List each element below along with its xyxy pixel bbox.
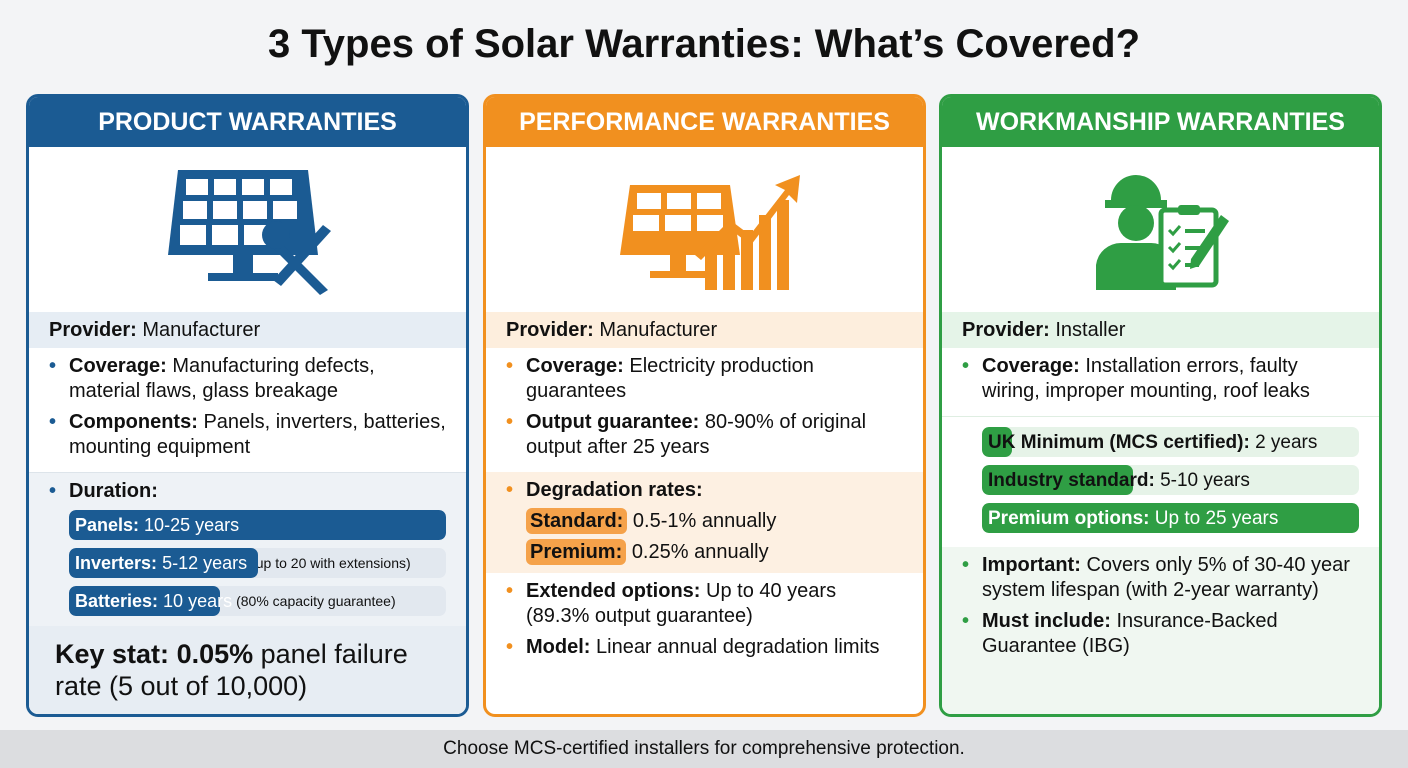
bar-value: 10-25 years — [144, 514, 240, 535]
components-label: Components: — [69, 411, 198, 433]
rate-premium: Premium: 0.25% annually — [526, 539, 903, 565]
bar-text: Premium options: Up to 25 years — [988, 506, 1278, 531]
duration-label: Duration: — [69, 480, 158, 502]
bar-text: UK Minimum (MCS certified): 2 years — [988, 430, 1317, 455]
provider-value: Manufacturer — [599, 318, 718, 341]
bar-note: (up to 20 with extensions) — [251, 554, 411, 571]
bar-fill — [982, 427, 1013, 457]
bar-label: Inverters: — [75, 552, 158, 573]
important-value: Covers only 5% of 30-40 year system life… — [982, 554, 1350, 601]
bar-fill — [69, 586, 220, 616]
duration-bar: Industry standard: 5-10 years — [982, 465, 1359, 495]
rate-label: Premium: — [526, 539, 627, 565]
bar-label: Batteries: — [75, 590, 159, 611]
installer-clipboard-icon — [942, 147, 1379, 312]
extended-section: • Extended options: Up to 40 years (89.3%… — [506, 580, 880, 658]
bar-text: Batteries: 10 years — [75, 589, 232, 614]
duration-section: • Duration: Panels: 10-25 years Inverters:… — [29, 472, 466, 626]
bar-value: 5-12 years — [162, 552, 248, 573]
bar-text: Panels: 10-25 years — [75, 513, 239, 538]
bar-label: Industry standard: — [988, 469, 1155, 491]
bar-value: Up to 25 years — [1154, 507, 1279, 529]
important-label: Important: — [982, 554, 1081, 576]
solar-panel-growth-chart-icon — [486, 147, 923, 312]
bar-fill — [69, 548, 258, 578]
provider-value: Installer — [1055, 318, 1126, 341]
rate-value: 0.25% annually — [631, 541, 769, 563]
bar-fill — [69, 510, 446, 540]
coverage-section: • Coverage: Electricity production guaran… — [506, 355, 867, 458]
bar-fill — [982, 503, 1359, 533]
extended-label: Extended options: — [526, 580, 701, 602]
key-stat: Key stat: 0.05% panel failure rate (5 ou… — [29, 626, 466, 714]
bar-text: Inverters: 5-12 years — [75, 551, 247, 576]
tiers-section: UK Minimum (MCS certified): 2 years Indus… — [942, 416, 1379, 547]
must-label: Must include: — [982, 610, 1111, 632]
footer-note: Choose MCS-certified installers for comp… — [0, 730, 1408, 768]
model-label: Model: — [526, 636, 591, 658]
provider-row: Provider: Manufacturer — [486, 312, 923, 348]
bar-label: Panels: — [75, 514, 140, 535]
bar-fill — [982, 465, 1133, 495]
performance-warranties-card: PERFORMANCE WARRANTIES Provider: Manufac… — [483, 94, 926, 717]
bar-text: Industry standard: 5-10 years — [988, 468, 1250, 493]
must-value: Insurance-Backed Guarantee (IBG) — [982, 610, 1278, 657]
page-title: 3 Types of Solar Warranties: What’s Cove… — [267, 22, 1141, 66]
degradation-label: Degradation rates: — [526, 479, 703, 501]
duration-bar: Inverters: 5-12 years (up to 20 with exte… — [69, 548, 446, 578]
stat-value: 0.05% — [176, 639, 254, 669]
rate-label: Standard: — [526, 508, 628, 534]
rate-value: 0.5-1% annually — [632, 510, 777, 532]
components-value: Panels, inverters, batteries, mounting e… — [69, 411, 446, 458]
duration-bar: Batteries: 10 years (80% capacity guarant… — [69, 586, 446, 616]
duration-bar: Premium options: Up to 25 years — [982, 503, 1359, 533]
provider-row: Provider: Manufacturer — [29, 312, 466, 348]
bar-value: 5-10 years — [1160, 469, 1250, 491]
card-header: WORKMANSHIP WARRANTIES — [942, 97, 1379, 147]
degradation-section: • Degradation rates: Standard: 0.5-1% ann… — [486, 472, 923, 573]
bar-label: UK Minimum (MCS certified): — [988, 431, 1250, 453]
coverage-section: • Coverage: Installation errors, faulty w… — [962, 355, 1310, 402]
coverage-value: Electricity production guarantees — [526, 355, 814, 402]
extended-value: Up to 40 years (89.3% output guarantee) — [526, 580, 837, 627]
card-header: PERFORMANCE WARRANTIES — [486, 97, 923, 147]
coverage-label: Coverage: — [69, 355, 167, 377]
bar-label: Premium options: — [988, 507, 1150, 529]
provider-label: Provider: — [962, 318, 1050, 341]
workmanship-warranties-card: WORKMANSHIP WARRANTIES Provider: Install… — [939, 94, 1382, 717]
notes-section: • Important: Covers only 5% of 30-40 year… — [942, 547, 1379, 714]
model-value: Linear annual degradation limits — [596, 636, 880, 658]
provider-value: Manufacturer — [142, 318, 261, 341]
coverage-section: • Coverage: Manufacturing defects, materi… — [49, 355, 446, 458]
bar-note: (80% capacity guarantee) — [236, 592, 396, 609]
provider-row: Provider: Installer — [942, 312, 1379, 348]
bar-value: 10 years — [163, 590, 233, 611]
rate-standard: Standard: 0.5-1% annually — [526, 508, 903, 534]
bar-value: 2 years — [1255, 431, 1318, 453]
coverage-label: Coverage: — [526, 355, 624, 377]
product-warranties-card: PRODUCT WARRANTIES Provider: Manufacture… — [26, 94, 469, 717]
coverage-value: Installation errors, faulty wiring, impr… — [982, 355, 1310, 402]
duration-bar: UK Minimum (MCS certified): 2 years — [982, 427, 1359, 457]
solar-panel-wrench-icon — [29, 147, 466, 312]
card-header: PRODUCT WARRANTIES — [29, 97, 466, 147]
stat-label: Key stat: — [55, 639, 170, 669]
coverage-value: Manufacturing defects, material flaws, g… — [69, 355, 375, 402]
provider-label: Provider: — [49, 318, 137, 341]
stat-text: panel failure rate (5 out of 10,000) — [55, 639, 408, 701]
output-value: 80-90% of original output after 25 years — [526, 411, 867, 458]
coverage-label: Coverage: — [982, 355, 1080, 377]
duration-bar: Panels: 10-25 years — [69, 510, 446, 540]
output-label: Output guarantee: — [526, 411, 700, 433]
provider-label: Provider: — [506, 318, 594, 341]
